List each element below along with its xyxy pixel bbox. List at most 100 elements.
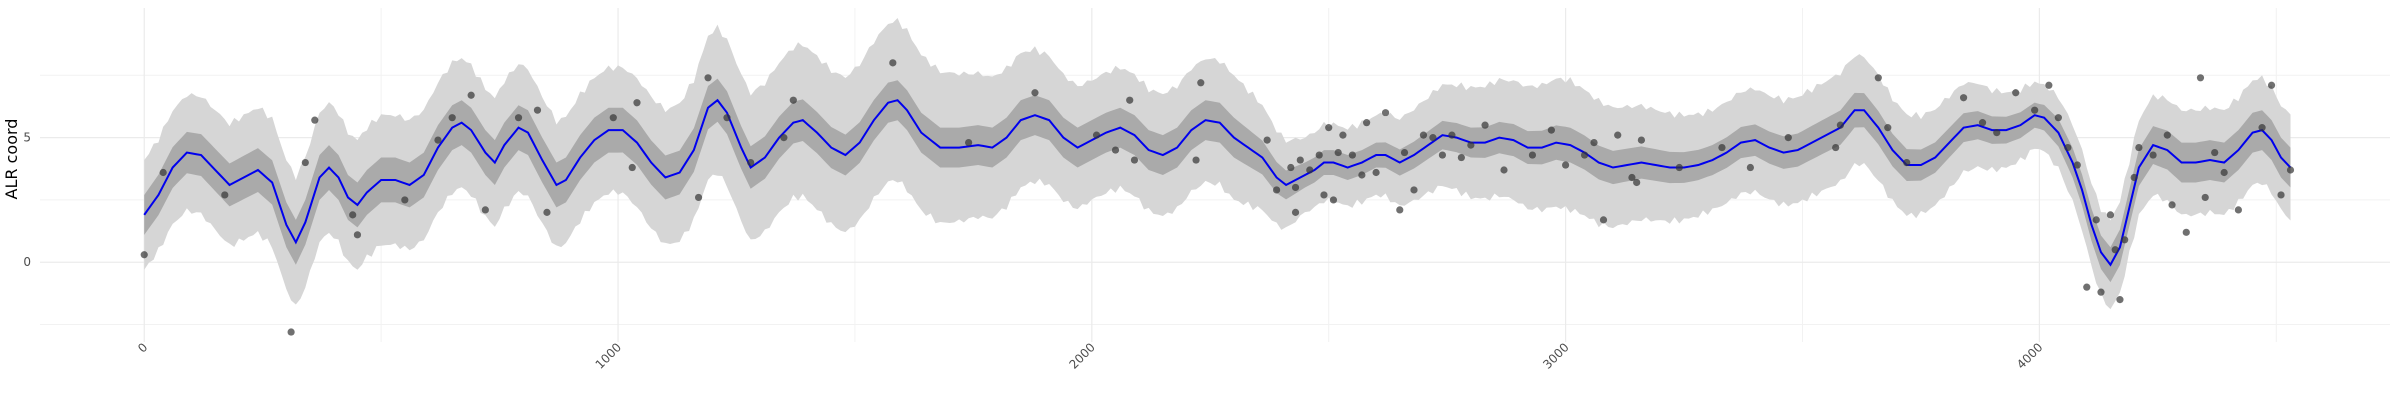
data-point xyxy=(1457,153,1465,162)
data-point xyxy=(2201,193,2209,202)
data-point xyxy=(2135,143,2143,152)
data-point xyxy=(1562,161,1570,169)
data-point xyxy=(1263,136,1271,144)
data-point xyxy=(1372,168,1380,177)
data-point xyxy=(2073,161,2081,169)
mean-curve xyxy=(143,98,2292,267)
data-point xyxy=(889,59,897,67)
data-point xyxy=(1903,158,1911,167)
data-point xyxy=(2286,166,2295,174)
data-point xyxy=(1192,156,1200,164)
data-point xyxy=(1832,143,1840,152)
data-point xyxy=(2054,114,2062,122)
data-point xyxy=(1637,136,1646,144)
data-point xyxy=(1580,151,1589,159)
data-point xyxy=(543,208,551,216)
data-point xyxy=(1978,119,1987,127)
data-point xyxy=(1959,94,1968,102)
data-point xyxy=(1296,156,1304,164)
data-point xyxy=(1334,148,1342,157)
data-point xyxy=(2111,246,2119,254)
data-point xyxy=(1438,151,1447,159)
data-point xyxy=(2258,124,2266,132)
y-tick-label: 0 xyxy=(23,255,31,269)
data-point xyxy=(789,96,797,104)
data-point xyxy=(1325,124,1333,132)
data-point xyxy=(1348,151,1356,159)
data-point xyxy=(1547,126,1555,134)
credible-bands xyxy=(144,17,2291,310)
data-point xyxy=(1111,146,1120,154)
y-axis-ticks: 05 xyxy=(23,131,31,270)
data-point xyxy=(1315,151,1323,159)
data-point xyxy=(1528,151,1537,159)
data-point xyxy=(723,114,731,122)
y-tick-label: 5 xyxy=(23,131,31,145)
data-point xyxy=(2097,288,2105,296)
data-point xyxy=(1614,131,1622,139)
data-point xyxy=(1836,121,1844,129)
data-point xyxy=(2267,81,2276,89)
data-point xyxy=(747,158,755,167)
data-point xyxy=(965,139,973,147)
data-point xyxy=(2211,148,2219,157)
data-point xyxy=(467,91,475,99)
data-point xyxy=(2121,236,2129,244)
data-point xyxy=(2045,81,2053,89)
data-point xyxy=(1884,124,1892,132)
data-point xyxy=(1306,166,1314,174)
data-point xyxy=(311,116,319,124)
data-point xyxy=(1993,129,2001,137)
data-point xyxy=(609,114,617,122)
data-point xyxy=(401,196,409,204)
data-point xyxy=(2182,228,2190,236)
data-point xyxy=(221,191,229,199)
data-point xyxy=(1320,191,1328,199)
mean-curve-layer xyxy=(143,98,2292,267)
data-point xyxy=(1329,196,1338,204)
data-point xyxy=(481,206,489,214)
data-point xyxy=(1718,143,1726,152)
data-point xyxy=(1467,141,1475,149)
data-point xyxy=(1031,89,1039,97)
data-point xyxy=(1272,186,1281,194)
data-point xyxy=(1429,134,1437,142)
data-point xyxy=(301,158,309,167)
data-point xyxy=(780,134,788,142)
data-point xyxy=(1633,178,1641,187)
data-point xyxy=(1400,148,1409,157)
data-point xyxy=(1130,156,1139,164)
data-point xyxy=(1363,119,1371,127)
data-point xyxy=(1590,139,1598,147)
data-point xyxy=(1410,186,1418,194)
data-point xyxy=(434,136,442,144)
data-point xyxy=(1126,96,1134,104)
data-point xyxy=(1481,121,1489,129)
data-point xyxy=(1291,208,1300,216)
data-point xyxy=(1396,206,1404,214)
data-point xyxy=(448,114,456,122)
data-point xyxy=(2083,283,2091,291)
data-point xyxy=(2196,74,2205,82)
data-point xyxy=(1381,109,1390,117)
data-point xyxy=(1092,131,1101,139)
data-point xyxy=(633,99,641,107)
data-point xyxy=(1628,173,1636,182)
data-point xyxy=(2106,211,2115,219)
outer-credible-band xyxy=(144,17,2291,310)
data-point xyxy=(2116,296,2124,304)
data-point xyxy=(628,163,636,172)
data-point xyxy=(2149,151,2157,159)
data-point xyxy=(1339,131,1347,139)
data-point xyxy=(349,211,357,219)
data-point xyxy=(1291,183,1300,192)
data-point xyxy=(2092,216,2100,224)
data-point xyxy=(2064,143,2072,152)
y-axis-title: ALR coord xyxy=(2,119,21,200)
data-point xyxy=(533,106,542,114)
data-point xyxy=(1197,79,1205,87)
data-point xyxy=(1675,163,1683,172)
data-point xyxy=(2130,173,2138,182)
data-point xyxy=(287,328,295,336)
